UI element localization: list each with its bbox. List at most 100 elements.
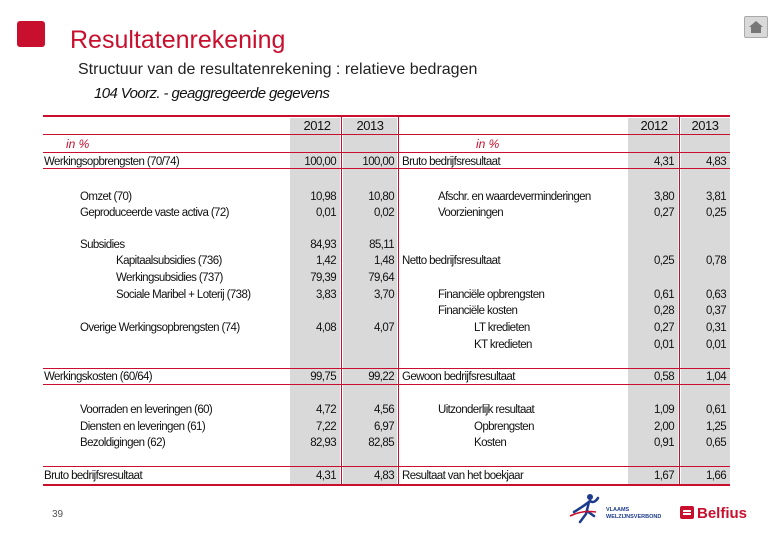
year-header-right-2013: 2013 <box>691 118 719 133</box>
col-shade-left-2012 <box>290 118 340 485</box>
col-shade-right-2013 <box>681 118 730 485</box>
table-row-label: Omzet (70) <box>80 191 132 203</box>
unit-label-left: in % <box>66 137 90 151</box>
table-row-label: Diensten en leveringen (61) <box>80 421 206 433</box>
rule-row-1 <box>43 168 730 169</box>
col-sep-1 <box>341 115 342 486</box>
table-cell-value: 4,83 <box>706 156 727 168</box>
table-row-label: Financiële opbrengsten <box>438 289 545 301</box>
table-cell-value: 82,85 <box>368 437 394 449</box>
table-cell-value: 0,25 <box>706 207 727 219</box>
table-row-label: LT kredieten <box>474 322 530 334</box>
table-row-label: Bruto bedrijfsresultaat <box>44 470 143 482</box>
table-cell-value: 0,25 <box>654 255 675 267</box>
table-cell-value: 0,01 <box>706 339 727 351</box>
table-cell-value: 100,00 <box>362 156 394 168</box>
table-cell-value: 4,31 <box>316 470 337 482</box>
table-cell-value: 0,27 <box>654 207 675 219</box>
col-sep-3 <box>679 115 680 486</box>
table-cell-value: 10,98 <box>310 191 336 203</box>
table-cell-value: 1,25 <box>706 421 727 433</box>
table-cell-value: 79,64 <box>368 272 394 284</box>
table-row-label: Resultaat van het boekjaar <box>402 470 524 482</box>
table-row-label: Sociale Maribel + Loterij (738) <box>116 289 251 301</box>
table-cell-value: 4,07 <box>374 322 395 334</box>
header-rule <box>43 134 730 135</box>
table-row-label: Netto bedrijfsresultaat <box>402 255 501 267</box>
table-row-label: Subsidies <box>80 239 125 251</box>
table-row-label: Werkingsubsidies (737) <box>116 272 223 284</box>
table-cell-value: 3,70 <box>374 289 395 301</box>
page-number: 39 <box>52 509 64 520</box>
table-cell-value: 79,39 <box>310 272 336 284</box>
table-row-label: Afschr. en waardeverminderingen <box>438 191 591 203</box>
table-cell-value: 4,72 <box>316 404 337 416</box>
table-cell-value: 1,04 <box>706 371 727 383</box>
table-cell-value: 0,27 <box>654 322 675 334</box>
table-cell-value: 0,28 <box>654 305 675 317</box>
table-cell-value: 0,78 <box>706 255 727 267</box>
table-cell-value: 1,09 <box>654 404 675 416</box>
table-row-label: Bruto bedrijfsresultaat <box>402 156 501 168</box>
page-title: Resultatenrekening <box>70 26 286 54</box>
table-cell-value: 7,22 <box>316 421 337 433</box>
table-top-rule <box>43 115 730 117</box>
table-cell-value: 4,31 <box>654 156 675 168</box>
table-cell-value: 100,00 <box>304 156 336 168</box>
table-cell-value: 3,83 <box>316 289 337 301</box>
home-icon[interactable] <box>744 16 768 38</box>
unit-label-right: in % <box>476 137 500 151</box>
table-row-label: KT kredieten <box>474 339 532 351</box>
svg-text:WELZIJNSVERBOND: WELZIJNSVERBOND <box>606 514 661 520</box>
table-bottom-rule <box>43 484 730 486</box>
table-cell-value: 2,00 <box>654 421 675 433</box>
year-header-right-2012: 2012 <box>640 118 668 133</box>
rule-row-3 <box>43 384 730 385</box>
unit-rule <box>43 152 730 153</box>
col-shade-right-2012 <box>628 118 678 485</box>
table-row-label: Werkingskosten (60/64) <box>44 371 153 383</box>
table-cell-value: 10,80 <box>368 191 394 203</box>
belfius-logo: Belfius <box>680 505 747 522</box>
table-cell-value: 0,61 <box>706 404 727 416</box>
table-row-label: Gewoon bedrijfsresultaat <box>402 371 515 383</box>
table-cell-value: 0,02 <box>374 207 395 219</box>
table-row-label: Financiële kosten <box>438 305 518 317</box>
table-cell-value: 4,08 <box>316 322 337 334</box>
table-row-label: Kosten <box>474 437 507 449</box>
table-cell-value: 1,48 <box>374 255 395 267</box>
table-cell-value: 6,97 <box>374 421 395 433</box>
table-row-label: Opbrengsten <box>474 421 534 433</box>
rule-row-2 <box>43 368 730 369</box>
table-row-label: Werkingsopbrengsten (70/74) <box>44 156 180 168</box>
table-cell-value: 82,93 <box>310 437 336 449</box>
table-row-label: Bezoldigingen (62) <box>80 437 166 449</box>
table-cell-value: 0,58 <box>654 371 675 383</box>
brand-square-logo <box>17 21 45 47</box>
table-cell-value: 0,01 <box>316 207 337 219</box>
table-cell-value: 0,63 <box>706 289 727 301</box>
vlaams-welzijnsverbond-logo: VLAAMS WELZIJNSVERBOND <box>568 492 676 526</box>
year-header-left-2012: 2012 <box>303 118 331 133</box>
table-cell-value: 0,65 <box>706 437 727 449</box>
belfius-logo-mark <box>680 506 694 519</box>
table-cell-value: 4,83 <box>374 470 395 482</box>
table-row-label: Kapitaalsubsidies (736) <box>116 255 222 267</box>
table-cell-value: 99,22 <box>368 371 394 383</box>
table-cell-value: 1,67 <box>654 470 675 482</box>
table-row-label: Overige Werkingsopbrengsten (74) <box>80 322 240 334</box>
table-cell-value: 0,37 <box>706 305 727 317</box>
table-cell-value: 0,31 <box>706 322 727 334</box>
table-cell-value: 99,75 <box>310 371 336 383</box>
col-sep-2 <box>398 115 399 486</box>
table-cell-value: 3,81 <box>706 191 727 203</box>
year-header-left-2013: 2013 <box>356 118 384 133</box>
table-cell-value: 0,61 <box>654 289 675 301</box>
page-subtitle: Structuur van de resultatenrekening : re… <box>78 61 478 78</box>
rule-row-4 <box>43 466 730 467</box>
table-row-label: Geproduceerde vaste activa (72) <box>80 207 229 219</box>
table-cell-value: 85,11 <box>369 239 395 251</box>
table-row-label: Voorzieningen <box>438 207 504 219</box>
table-cell-value: 1,66 <box>706 470 727 482</box>
table-cell-value: 3,80 <box>654 191 675 203</box>
